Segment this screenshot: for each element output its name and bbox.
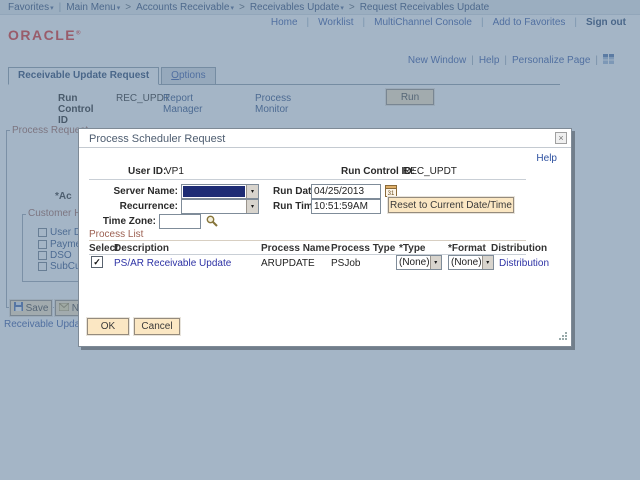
column-header-description: Description: [114, 243, 170, 254]
close-icon[interactable]: ×: [555, 132, 567, 144]
time-zone-label: Time Zone:: [102, 216, 156, 227]
dropdown-arrow-icon[interactable]: ▾: [481, 256, 493, 269]
reset-to-current-datetime-button[interactable]: Reset to Current Date/Time: [387, 196, 515, 214]
divider: [89, 179, 526, 180]
column-header-select: Select: [89, 243, 119, 254]
column-header-process-name: Process Name: [261, 243, 330, 254]
divider: [89, 254, 526, 255]
process-select-checkbox[interactable]: ✓: [91, 256, 103, 268]
run-time-input[interactable]: [311, 199, 381, 214]
cancel-button[interactable]: Cancel: [133, 317, 181, 336]
recurrence-label: Recurrence:: [119, 201, 178, 212]
user-id-value: VP1: [165, 166, 184, 177]
dropdown-arrow-icon[interactable]: ▾: [246, 200, 258, 213]
output-format-select[interactable]: (None) ▾: [448, 255, 494, 270]
run-date-input[interactable]: [311, 184, 381, 199]
lookup-magnifier-icon[interactable]: [206, 215, 218, 230]
process-name-value: ARUPDATE: [261, 258, 315, 269]
dialog-help-link[interactable]: Help: [536, 153, 557, 164]
dropdown-arrow-icon[interactable]: ▾: [246, 185, 258, 198]
recurrence-select[interactable]: ▾: [181, 199, 259, 214]
column-header-distribution: Distribution: [491, 243, 548, 254]
dialog-title: Process Scheduler Request: [89, 133, 226, 145]
run-time-label: Run Time:: [273, 201, 322, 212]
divider: [89, 240, 526, 241]
column-header-process-type: Process Type: [331, 243, 396, 254]
output-format-selected-value: (None): [451, 257, 482, 268]
run-control-id-value: REC_UPDT: [403, 166, 457, 177]
process-scheduler-request-dialog: Process Scheduler Request × Help User ID…: [78, 128, 572, 347]
process-description-link[interactable]: PS/AR Receivable Update: [114, 258, 232, 269]
resize-grip[interactable]: [559, 332, 568, 344]
ok-button[interactable]: OK: [86, 317, 130, 336]
selected-option-empty: [182, 200, 246, 213]
run-control-id-label: Run Control ID:: [341, 166, 415, 177]
server-name-select[interactable]: ▾: [181, 184, 259, 199]
column-header-type: *Type: [399, 243, 426, 254]
server-name-label: Server Name:: [113, 186, 178, 197]
output-type-selected-value: (None): [399, 257, 430, 268]
run-date-label: Run Date:: [273, 186, 321, 197]
process-list-section-label: Process List: [89, 229, 144, 240]
distribution-link[interactable]: Distribution: [499, 258, 550, 269]
svg-text:31: 31: [388, 191, 395, 197]
process-type-value: PSJob: [331, 258, 361, 269]
dialog-title-bar: Process Scheduler Request ×: [79, 129, 571, 148]
dropdown-arrow-icon[interactable]: ▾: [429, 256, 441, 269]
selected-option-highlight: [183, 186, 245, 197]
column-header-format: *Format: [448, 243, 486, 254]
output-type-select[interactable]: (None) ▾: [396, 255, 442, 270]
user-id-label: User ID:: [128, 166, 167, 177]
time-zone-input[interactable]: [159, 214, 201, 229]
calendar-icon[interactable]: 31: [385, 185, 397, 200]
